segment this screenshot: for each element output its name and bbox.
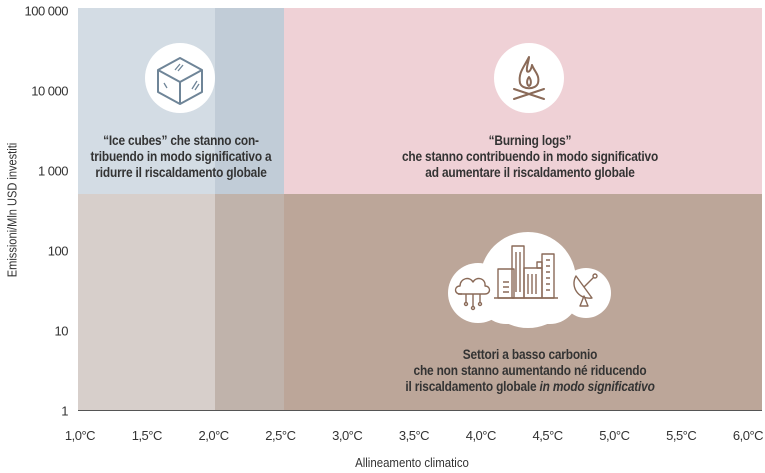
burning-logs-label: “Burning logs” che stanno contribuendo i… — [354, 133, 706, 181]
label-line: che stanno contribuendo in modo signific… — [401, 149, 659, 164]
x-tick: 5,0°C — [599, 428, 630, 443]
x-tick: 3,0°C — [332, 428, 363, 443]
y-axis-label: Emissioni/Mln USD investiti — [4, 142, 20, 278]
label-line: tribuendo in modo significativo a — [90, 149, 272, 164]
cloud-network-icon — [454, 277, 491, 311]
y-tick: 1 000 — [37, 163, 69, 179]
label-italic-text: in modo significativo — [539, 379, 655, 394]
y-tick: 100 000 — [24, 3, 69, 19]
x-tick: 2,5°C — [265, 428, 296, 443]
cloud-base — [478, 296, 578, 324]
label-line: “Burning logs” — [488, 133, 572, 148]
campfire-badge — [494, 43, 564, 113]
x-tick: 4,5°C — [532, 428, 564, 443]
ice-cube-badge — [145, 43, 215, 113]
y-tick: 10 — [54, 323, 69, 339]
x-tick: 3,5°C — [398, 428, 430, 443]
y-tick: 1 — [61, 403, 68, 419]
zone-ice-dark — [215, 8, 284, 194]
zone-low-light — [78, 194, 215, 410]
x-tick: 4,0°C — [465, 428, 497, 443]
x-tick: 2,0°C — [198, 428, 230, 443]
x-tick: 1,5°C — [131, 428, 163, 443]
ice-cube-icon — [157, 57, 203, 105]
y-tick: 10 000 — [31, 83, 68, 99]
label-line: ad aumentare il riscaldamento globale — [425, 165, 635, 180]
x-tick: 6,0°C — [732, 428, 764, 443]
x-axis-label: Allineamento climatico — [355, 455, 469, 470]
low-carbon-label: Settori a basso carbonio che non stanno … — [354, 347, 706, 395]
label-line: il riscaldamento globale in modo signifi… — [354, 379, 706, 395]
y-tick: 100 — [47, 243, 69, 259]
zone-low-mid — [215, 194, 284, 410]
city-buildings-icon — [494, 245, 558, 299]
label-line: ridurre il riscaldamento globale — [95, 165, 267, 180]
label-line: che non stanno aumentando né riducendo — [413, 363, 647, 378]
x-tick: 5,5°C — [666, 428, 697, 443]
ice-cubes-label: “Ice cubes” che stanno con- tribuendo in… — [90, 133, 272, 181]
x-tick: 1,0°C — [64, 428, 96, 443]
label-line: Settori a basso carbonio — [462, 347, 598, 362]
satellite-dish-icon — [573, 273, 598, 307]
x-axis-line — [78, 410, 762, 411]
label-line: “Ice cubes” che stanno con- — [103, 133, 259, 148]
campfire-icon — [513, 56, 545, 100]
label-text: il riscaldamento globale — [405, 379, 540, 394]
